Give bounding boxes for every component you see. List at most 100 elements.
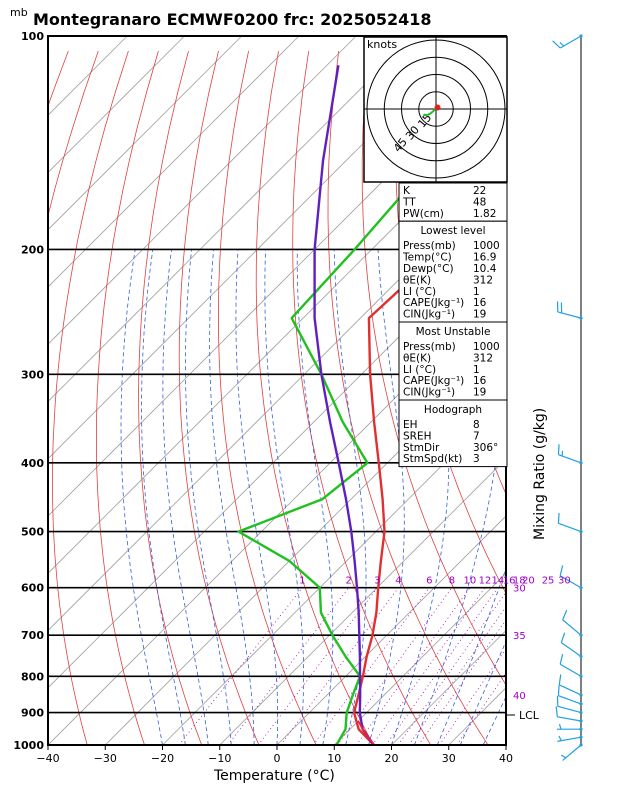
isotherm-line <box>333 572 506 745</box>
wind-barb-flag <box>562 609 568 620</box>
theta-e-value: 40 <box>513 691 526 702</box>
index-name: Press(mb) <box>403 240 456 252</box>
wind-barb-staff <box>560 642 582 657</box>
isotherm-line <box>48 36 243 231</box>
isotherm-line <box>48 171 506 632</box>
mixing-ratio-value: 6 <box>426 576 432 587</box>
wind-barb <box>556 301 583 320</box>
wind-barb-flag <box>557 512 560 524</box>
storm-motion-marker <box>434 104 441 111</box>
wind-barb-base <box>579 654 583 659</box>
moist-adiabat-line <box>505 744 506 745</box>
isotherm-line <box>48 36 300 288</box>
index-value: 306° <box>473 442 498 454</box>
temperature-tick-label: −40 <box>36 752 59 765</box>
chart-title: Montegranaro ECMWF0200 frc: 2025052418 <box>33 10 432 29</box>
lcl-label: LCL <box>519 709 540 722</box>
pressure-tick-label: 400 <box>21 457 44 470</box>
mixing-ratio-line <box>355 587 471 745</box>
index-table: K 22 TT 48 PW(cm) 1.82 Lowest level Press(mb) 10… <box>398 182 508 468</box>
wind-barb-staff <box>557 311 582 319</box>
wind-barb-staff <box>559 575 582 589</box>
wind-barb <box>556 695 583 715</box>
wind-barb-base <box>579 674 583 678</box>
index-name: Dewp(°C) <box>403 263 454 275</box>
index-value: 19 <box>473 387 486 399</box>
wind-barb-staff <box>557 705 582 714</box>
dry-adiabat-line <box>361 50 506 686</box>
mixing-ratio-value: 3 <box>374 576 380 587</box>
wind-barb-half-flag <box>559 41 565 47</box>
dry-adiabat-line <box>48 50 99 218</box>
index-name: Temp(°C) <box>402 252 452 264</box>
wind-barb <box>555 706 583 723</box>
index-value: 16 <box>473 375 487 387</box>
isotherm-line <box>219 458 506 745</box>
mixing-ratio-value: 20 <box>522 576 535 587</box>
mixing-ratio-line <box>371 587 486 745</box>
moist-adiabat-line <box>141 249 186 745</box>
index-name: θE(K) <box>403 352 431 364</box>
dry-adiabat-line <box>0 51 8 760</box>
isotherm-line <box>48 229 506 689</box>
moist-adiabat-line <box>209 249 255 745</box>
parcel-line <box>313 65 375 745</box>
mixing-ratio-line <box>397 591 506 745</box>
wind-barb-base <box>579 586 583 590</box>
index-name: SREH <box>403 430 432 442</box>
index-value: 3 <box>473 453 480 465</box>
mixing-ratio-axis-label: Mixing Ratio (g/kg) <box>532 408 548 540</box>
mixing-ratio-line <box>456 672 506 745</box>
dry-adiabat-line <box>0 51 38 760</box>
lcl-marker: LCL <box>506 709 540 722</box>
isotherm-line <box>162 400 506 745</box>
pressure-tick-label: 200 <box>21 243 44 256</box>
dry-adiabat-lines <box>0 50 618 760</box>
pressure-tick-label: 600 <box>21 582 44 595</box>
wind-barb-base <box>579 529 583 534</box>
wind-barb <box>557 685 583 706</box>
hodograph-ring <box>401 74 471 144</box>
isotherm-line <box>48 36 472 460</box>
wind-barb <box>557 735 583 742</box>
index-box <box>398 182 508 222</box>
wind-barb <box>560 743 583 761</box>
pressure-tick-label: 700 <box>21 629 44 642</box>
wind-barb <box>552 34 583 49</box>
index-value: 8 <box>473 419 480 431</box>
index-value: 48 <box>473 196 486 208</box>
mixing-ratio-value: 2 <box>345 576 351 587</box>
index-name: PW(cm) <box>403 208 444 220</box>
wind-barb <box>560 632 583 659</box>
wind-barb-base <box>579 727 583 731</box>
wind-barb-half-flag <box>560 754 567 759</box>
index-value: 1000 <box>473 240 500 252</box>
theta-e-value: 35 <box>513 631 526 642</box>
index-name: CAPE(Jkg⁻¹) <box>403 297 464 309</box>
mixing-ratio-line <box>227 587 349 745</box>
dry-adiabat-line <box>48 50 69 108</box>
index-box <box>398 321 508 401</box>
wind-barb-base <box>579 702 583 706</box>
dry-adiabat-line <box>178 50 260 745</box>
wind-barb-staff <box>558 684 582 696</box>
wind-barb-flag <box>559 565 564 576</box>
index-value: 312 <box>473 352 493 364</box>
dry-adiabat-line <box>488 50 506 234</box>
index-value: 1 <box>473 286 480 298</box>
mixing-ratio-line <box>408 605 506 745</box>
moist-adiabat-line <box>333 249 367 745</box>
dry-adiabat-line <box>579 51 618 760</box>
mixing-ratio-value: 4 <box>395 576 401 587</box>
wind-barb <box>559 653 583 678</box>
mixing-ratio-value: 16 <box>503 576 516 587</box>
temperature-tick-label: 0 <box>274 752 281 765</box>
wind-barb-base <box>579 719 583 723</box>
dry-adiabat-line <box>255 50 374 745</box>
index-value: 312 <box>473 274 493 286</box>
index-box <box>398 220 508 323</box>
wind-barb-base <box>579 693 583 697</box>
wind-barb-base <box>579 735 583 739</box>
